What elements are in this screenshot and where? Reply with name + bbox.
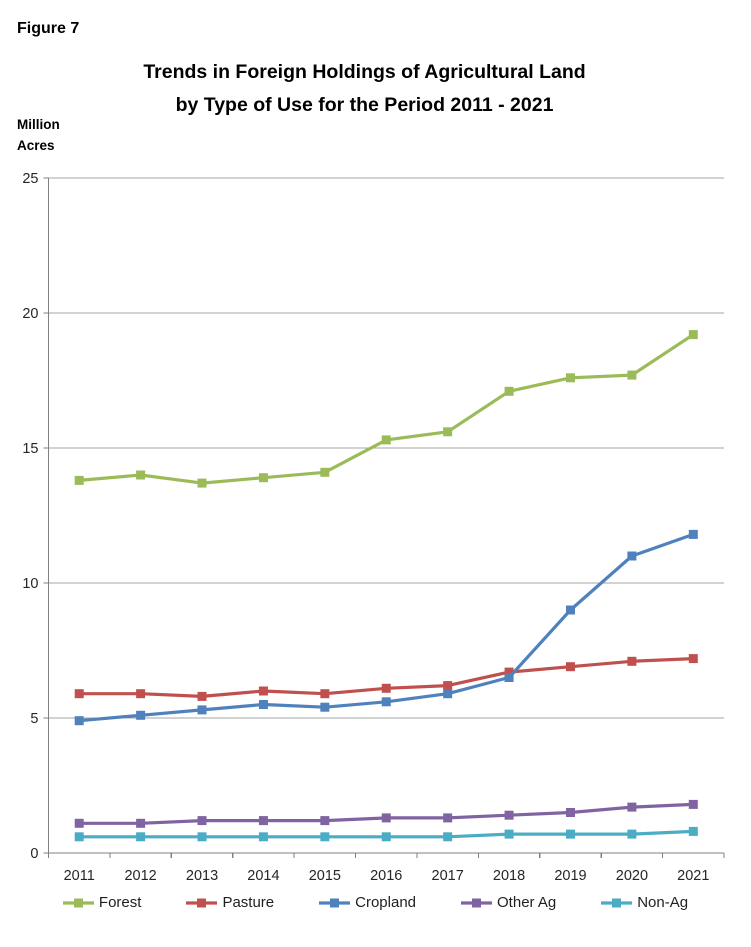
x-tick-label-2016: 2016 <box>370 868 402 884</box>
y-axis-title-line1: Million <box>17 117 60 132</box>
legend-item-other-ag: Other Ag <box>461 894 556 911</box>
legend-item-forest: Forest <box>62 894 142 911</box>
series-marker-other-ag-2017 <box>443 813 453 823</box>
series-marker-cropland-2012 <box>136 710 146 720</box>
series-marker-forest-2019 <box>565 373 575 383</box>
series-marker-pasture-2018 <box>504 667 514 677</box>
x-tick-label-2018: 2018 <box>493 868 525 884</box>
series-marker-forest-2015 <box>320 467 330 477</box>
legend-swatch-non-ag-icon <box>601 898 633 907</box>
chart-title-line1: Trends in Foreign Holdings of Agricultur… <box>143 61 586 83</box>
series-marker-forest-2016 <box>381 435 391 445</box>
legend-label-non-ag: Non-Ag <box>637 894 689 911</box>
series-marker-other-ag-2016 <box>381 813 391 823</box>
series-marker-cropland-2015 <box>320 702 330 712</box>
x-tick-label-2019: 2019 <box>554 868 586 884</box>
series-marker-pasture-2015 <box>320 689 330 699</box>
series-line-forest <box>79 333 695 485</box>
legend-swatch-cropland-icon <box>319 898 351 907</box>
series-marker-cropland-2011 <box>74 716 84 726</box>
x-tick-label-2017: 2017 <box>432 868 464 884</box>
series-marker-non-ag-2018 <box>504 829 514 839</box>
legend-item-non-ag: Non-Ag <box>601 894 688 911</box>
series-marker-non-ag-2019 <box>565 829 575 839</box>
series-marker-other-ag-2012 <box>136 818 146 828</box>
series-marker-cropland-2013 <box>197 705 207 715</box>
series-marker-pasture-2019 <box>565 662 575 672</box>
legend-item-cropland: Cropland <box>319 894 416 911</box>
legend-swatch-forest-icon <box>62 898 94 907</box>
x-tick-label-2012: 2012 <box>124 868 156 884</box>
series-marker-other-ag-2020 <box>627 802 637 812</box>
series-marker-pasture-2017 <box>443 681 453 691</box>
legend-label-other-ag: Other Ag <box>497 894 557 911</box>
series-marker-pasture-2013 <box>197 691 207 701</box>
legend-swatch-pasture-icon <box>186 898 218 907</box>
series-marker-non-ag-2012 <box>136 832 146 842</box>
series-marker-non-ag-2017 <box>443 832 453 842</box>
series-marker-forest-2014 <box>258 473 268 483</box>
series-marker-cropland-2017 <box>443 689 453 699</box>
series-marker-forest-2017 <box>443 427 453 437</box>
series-marker-other-ag-2014 <box>258 816 268 826</box>
series-marker-pasture-2014 <box>258 686 268 696</box>
series-marker-other-ag-2013 <box>197 816 207 826</box>
series-marker-pasture-2021 <box>688 654 698 664</box>
series-marker-non-ag-2011 <box>74 832 84 842</box>
series-marker-cropland-2020 <box>627 551 637 561</box>
series-marker-non-ag-2015 <box>320 832 330 842</box>
series-marker-cropland-2018 <box>504 673 514 682</box>
chart-legend: Forest Pasture Cropland Other Ag Non-Ag <box>0 894 751 911</box>
legend-swatch-other-ag-icon <box>461 898 493 907</box>
series-marker-other-ag-2021 <box>688 799 698 809</box>
series-marker-non-ag-2013 <box>197 832 207 842</box>
x-tick-label-2014: 2014 <box>247 868 279 884</box>
series-marker-non-ag-2020 <box>627 829 637 839</box>
y-tick-label-15: 15 <box>22 441 38 457</box>
series-marker-forest-2021 <box>688 330 698 340</box>
legend-item-pasture: Pasture <box>186 894 274 911</box>
series-marker-cropland-2021 <box>688 529 698 539</box>
y-tick-label-25: 25 <box>22 171 38 187</box>
series-marker-forest-2013 <box>197 478 207 488</box>
series-marker-other-ag-2011 <box>74 818 84 828</box>
series-marker-pasture-2016 <box>381 683 391 693</box>
chart-title-line2: by Type of Use for the Period 2011 - 202… <box>175 94 554 116</box>
series-marker-non-ag-2021 <box>688 826 698 836</box>
y-axis-title-line2: Acres <box>17 138 55 153</box>
y-tick-label-0: 0 <box>30 846 38 862</box>
x-tick-label-2015: 2015 <box>309 868 341 884</box>
series-marker-cropland-2016 <box>381 697 391 707</box>
series-marker-forest-2018 <box>504 386 514 396</box>
legend-label-pasture: Pasture <box>222 894 275 911</box>
x-tick-label-2013: 2013 <box>186 868 218 884</box>
figure-label: Figure 7 <box>17 20 80 37</box>
x-tick-label-2021: 2021 <box>677 868 709 884</box>
series-marker-pasture-2011 <box>74 689 84 699</box>
series-marker-forest-2020 <box>627 370 637 380</box>
x-tick-label-2011: 2011 <box>64 868 95 884</box>
y-tick-label-10: 10 <box>22 576 38 592</box>
series-marker-cropland-2019 <box>565 605 575 615</box>
series-marker-pasture-2012 <box>136 689 146 699</box>
series-marker-non-ag-2014 <box>258 832 268 842</box>
y-tick-label-20: 20 <box>22 306 38 322</box>
series-marker-other-ag-2015 <box>320 816 330 826</box>
legend-label-forest: Forest <box>98 894 142 911</box>
y-axis-title: Million Acres <box>17 114 60 156</box>
chart-title: Trends in Foreign Holdings of Agricultur… <box>0 56 729 122</box>
series-marker-pasture-2020 <box>627 656 637 666</box>
legend-label-cropland: Cropland <box>355 894 417 911</box>
x-tick-label-2020: 2020 <box>616 868 648 884</box>
y-tick-label-5: 5 <box>30 711 38 727</box>
series-marker-other-ag-2019 <box>565 808 575 817</box>
series-marker-non-ag-2016 <box>381 832 391 842</box>
series-marker-forest-2012 <box>136 470 146 480</box>
series-marker-cropland-2014 <box>258 700 268 709</box>
series-marker-forest-2011 <box>74 475 84 485</box>
series-marker-other-ag-2018 <box>504 810 514 820</box>
